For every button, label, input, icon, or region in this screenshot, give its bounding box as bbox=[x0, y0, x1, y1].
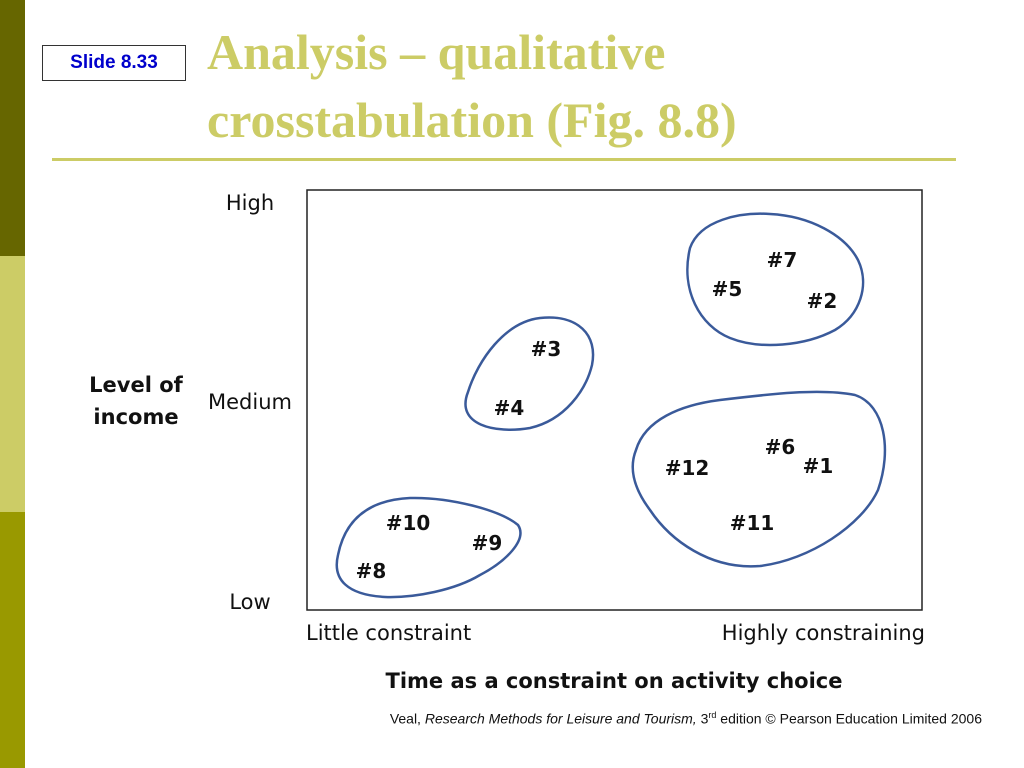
sidebar-segment-middle bbox=[0, 256, 25, 512]
title-line-1: Analysis – qualitative bbox=[207, 24, 666, 80]
case-label-3: #3 bbox=[531, 337, 562, 361]
citation-edition-suffix: rd bbox=[708, 710, 717, 720]
case-label-4: #4 bbox=[494, 396, 525, 420]
case-label-8: #8 bbox=[356, 559, 387, 583]
case-label-5: #5 bbox=[712, 277, 743, 301]
slide-number-badge: Slide 8.33 bbox=[42, 45, 186, 81]
citation-rest: edition © Pearson Education Limited 2006 bbox=[716, 710, 982, 727]
sidebar-segment-bottom bbox=[0, 512, 25, 768]
y-level-low: Low bbox=[229, 590, 270, 614]
y-axis-title-line-2: income bbox=[93, 405, 178, 429]
cluster-low-income-low-constraint bbox=[335, 496, 522, 599]
cluster-medium-income-high-constraint bbox=[631, 390, 887, 568]
title-line-2: crosstabulation (Fig. 8.8) bbox=[207, 92, 737, 148]
x-level-right: Highly constraining bbox=[722, 621, 925, 645]
case-label-12: #12 bbox=[665, 456, 710, 480]
case-label-11: #11 bbox=[730, 511, 775, 535]
case-label-6: #6 bbox=[765, 435, 796, 459]
citation: Veal, Research Methods for Leisure and T… bbox=[0, 710, 982, 727]
sidebar-decoration bbox=[0, 0, 25, 768]
case-label-7: #7 bbox=[767, 248, 798, 272]
y-level-medium: Medium bbox=[208, 390, 292, 414]
case-label-10: #10 bbox=[386, 511, 431, 535]
title-underline bbox=[52, 158, 956, 161]
citation-work: Research Methods for Leisure and Tourism… bbox=[424, 710, 697, 727]
page-title: Analysis – qualitative crosstabulation (… bbox=[207, 18, 967, 154]
case-label-9: #9 bbox=[472, 531, 503, 555]
case-label-1: #1 bbox=[803, 454, 834, 478]
y-axis-title-line-1: Level of bbox=[89, 373, 183, 397]
plot-frame bbox=[306, 189, 923, 611]
x-level-left: Little constraint bbox=[306, 621, 471, 645]
cluster-high-income-high-constraint bbox=[686, 212, 865, 347]
case-label-2: #2 bbox=[807, 289, 838, 313]
citation-author: Veal, bbox=[389, 710, 425, 727]
x-axis-title: Time as a constraint on activity choice bbox=[386, 669, 843, 693]
citation-edition-number: 3 bbox=[696, 710, 709, 727]
y-level-high: High bbox=[226, 191, 274, 215]
sidebar-segment-top bbox=[0, 0, 25, 256]
cluster-medium-income-low-constraint bbox=[464, 316, 595, 431]
